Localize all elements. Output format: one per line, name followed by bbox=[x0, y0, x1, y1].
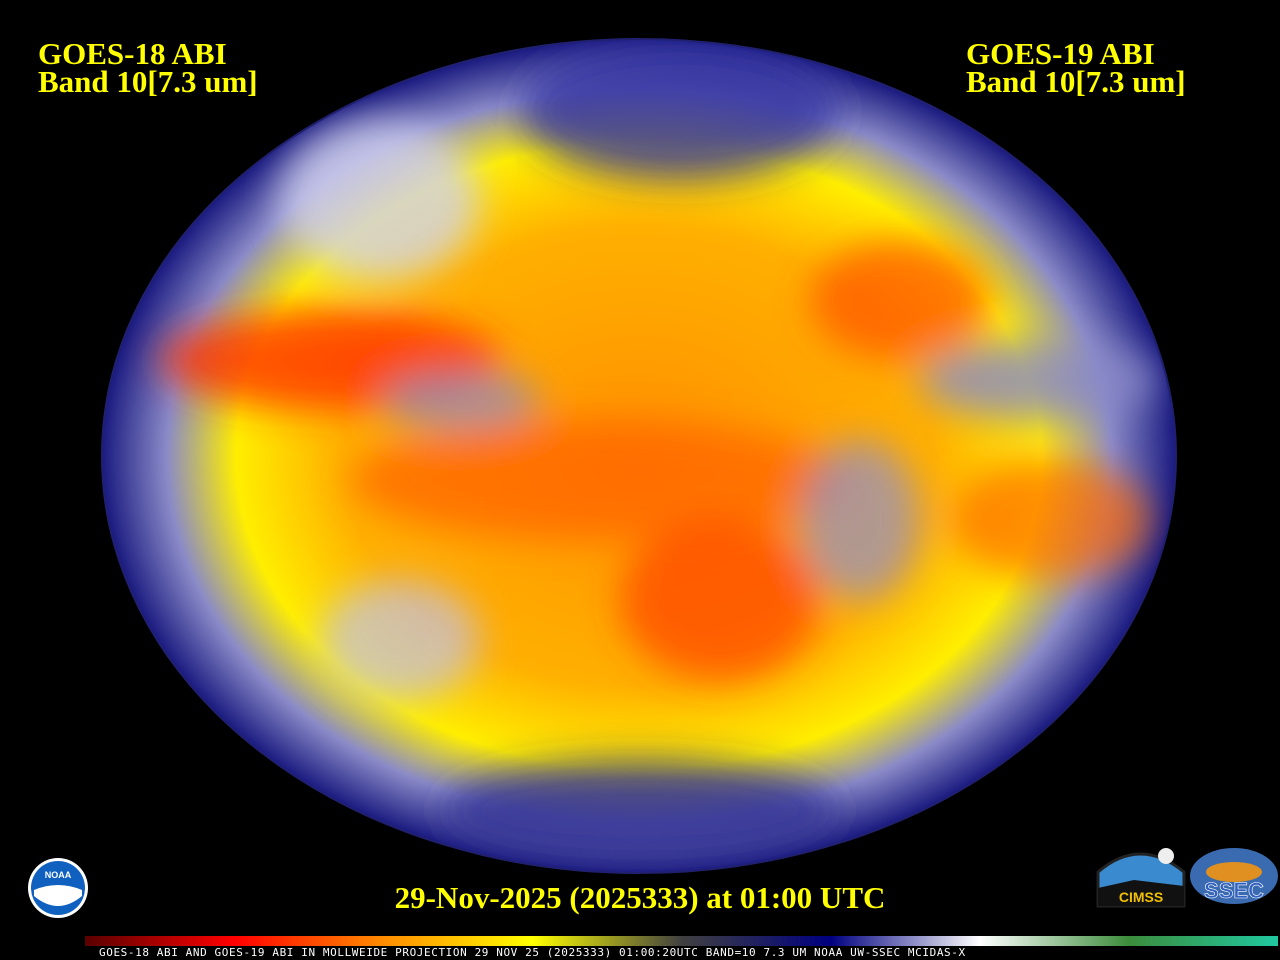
svg-text:NOAA: NOAA bbox=[45, 870, 72, 880]
left-band-label: Band 10[7.3 um] bbox=[38, 64, 258, 99]
left-satellite-name: GOES-18 ABI bbox=[38, 36, 227, 71]
date-label: 29-Nov-2025 (2025333) at 01:00 UTC bbox=[394, 880, 886, 915]
right-satellite-title: GOES-19 ABI Band 10[7.3 um] bbox=[966, 36, 1186, 99]
svg-text:SSEC: SSEC bbox=[1204, 878, 1264, 903]
svg-text:CIMSS: CIMSS bbox=[1119, 889, 1163, 905]
right-band-label: Band 10[7.3 um] bbox=[966, 64, 1186, 99]
cimss-ssec-logos: CIMSS SSEC bbox=[1096, 848, 1278, 908]
left-satellite-title: GOES-18 ABI Band 10[7.3 um] bbox=[38, 36, 258, 99]
noaa-logo: NOAA bbox=[28, 858, 88, 918]
image-caption: GOES-18 ABI AND GOES-19 ABI IN MOLLWEIDE… bbox=[99, 946, 966, 959]
colorbar bbox=[85, 936, 1278, 946]
right-satellite-name: GOES-19 ABI bbox=[966, 36, 1155, 71]
